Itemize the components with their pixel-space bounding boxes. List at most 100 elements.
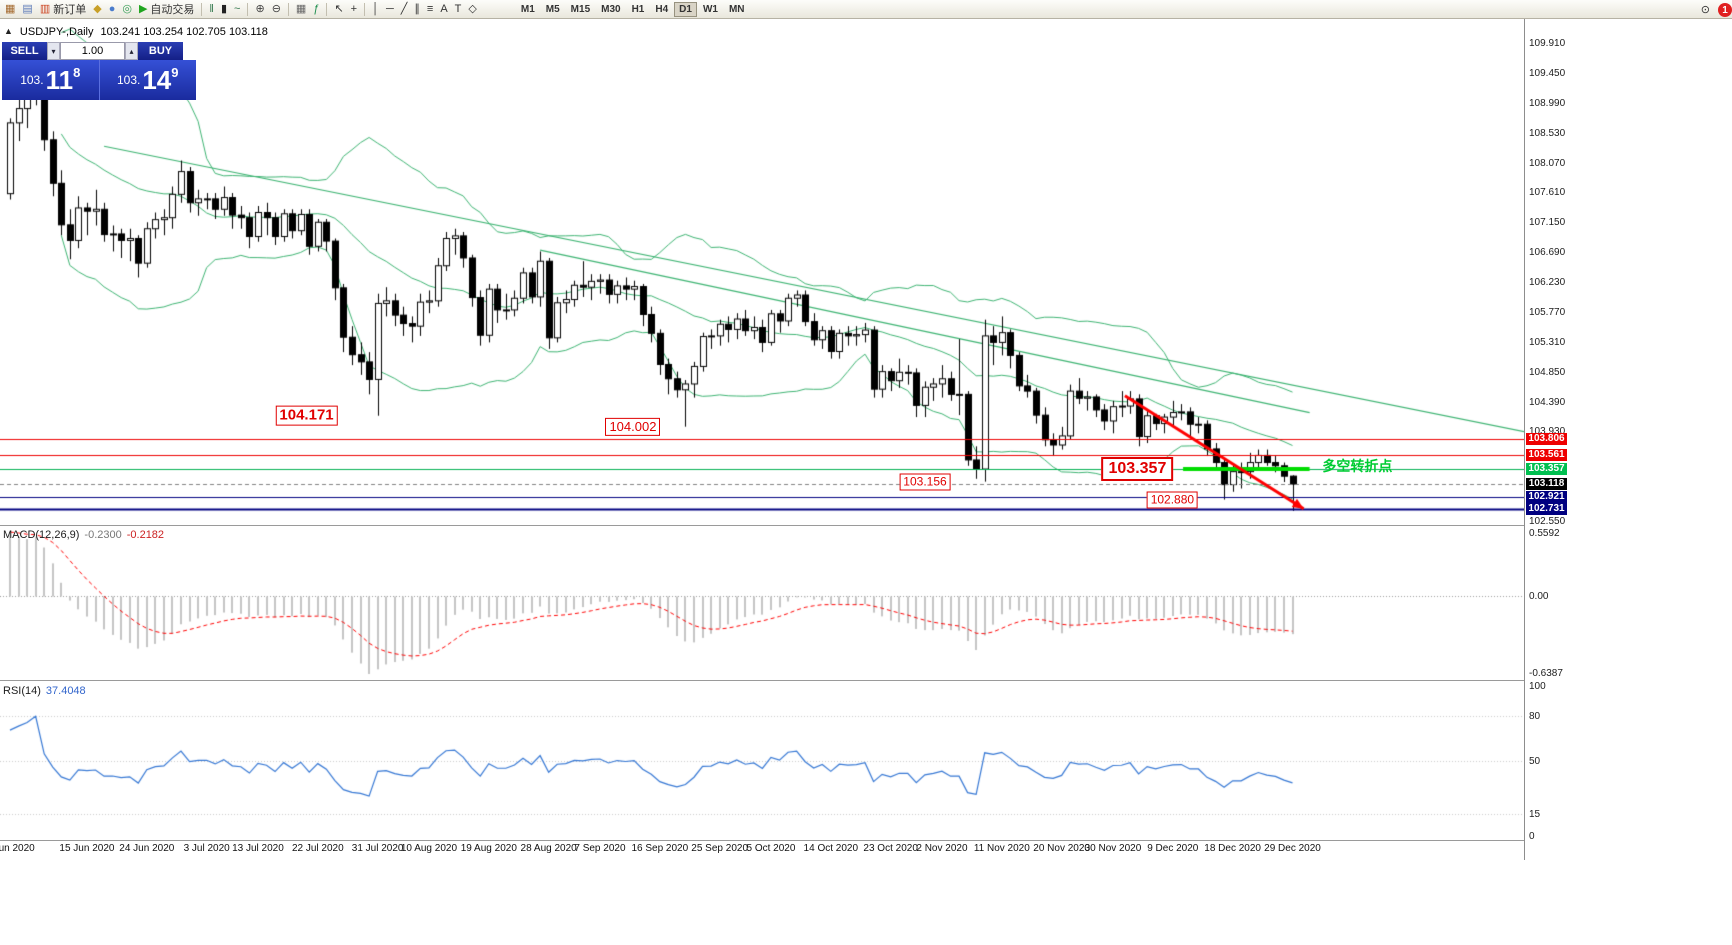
label-icon-icon: T <box>454 3 462 15</box>
market-watch-icon-icon: ◆ <box>93 3 102 15</box>
price-label-103-357[interactable]: 103.357 <box>1101 456 1174 481</box>
pivot-annotation-text[interactable]: 多空转折点 <box>1322 458 1393 475</box>
timeframe-h1-button[interactable]: H1 <box>631 3 645 15</box>
sell-button[interactable]: SELL <box>2 42 47 60</box>
date-tick: 11 Nov 2020 <box>973 843 1030 854</box>
date-tick: 25 Sep 2020 <box>691 843 748 854</box>
volume-input[interactable] <box>60 42 125 60</box>
line-chart-mode-icon[interactable]: ~ <box>231 1 243 17</box>
indicators-icon-icon: ƒ <box>313 3 320 15</box>
price-flag: 103.806 <box>1526 433 1567 446</box>
price-tick: 109.450 <box>1529 67 1566 79</box>
price-tick: 103.930 <box>1529 426 1566 438</box>
timeframe-h4-button[interactable]: H4 <box>655 3 669 15</box>
notification-badge[interactable]: 1 <box>1718 3 1732 17</box>
price-axis[interactable]: 109.910 109.450 108.990 108.530 108.070 107.6… <box>1524 19 1568 860</box>
toolbar-items: ▦ ▤ ▥ 新订单 ◆ ● ◎ ▶ 自动交易 ‖ ▮ ~ ⊕ ⊖ ▦ ƒ ↖ + │ ─ ╱ ∥ ≡ A T ◇ M1 M5 M15 M3… <box>2 1 750 17</box>
rsi-scale-50: 50 <box>1529 756 1541 767</box>
line-chart-mode-icon-icon: ~ <box>234 3 241 15</box>
shapes-icon[interactable]: ◇ <box>465 1 479 17</box>
tile-windows-icon[interactable]: ▦ <box>293 1 309 17</box>
price-label-103-156[interactable]: 103.156 <box>899 473 951 491</box>
pane-separator[interactable] <box>0 840 1568 841</box>
fibonacci-icon[interactable]: ≡ <box>424 1 436 17</box>
buy-button[interactable]: BUY <box>138 42 183 60</box>
timeframe-d1-button[interactable]: D1 <box>674 1 697 17</box>
crosshair-icon[interactable]: + <box>348 1 360 17</box>
text-icon[interactable]: A <box>437 1 450 17</box>
zoom-in-icon-icon: ⊕ <box>255 3 265 15</box>
price-tick: 108.070 <box>1529 157 1566 169</box>
macd-scale-zero: 0.00 <box>1529 590 1549 602</box>
new-chart-icon[interactable]: ▦ <box>2 1 18 17</box>
trendline-icon-icon: ╱ <box>400 3 408 15</box>
symbol-info-bar: ▲ USDJPY-,Daily 103.241 103.254 102.705 … <box>4 26 268 38</box>
channel-icon-icon: ∥ <box>414 3 420 15</box>
date-tick: 30 Nov 2020 <box>1084 843 1142 854</box>
search-icon[interactable]: ⊙ <box>1698 2 1713 18</box>
market-watch-icon[interactable]: ◆ <box>90 1 104 17</box>
zoom-out-icon[interactable]: ⊖ <box>269 1 284 17</box>
timeframe-m15-button[interactable]: M15 <box>570 3 591 15</box>
chart-profiles-icon[interactable]: ▤ <box>19 1 35 17</box>
panel-collapse-icon[interactable]: ▲ <box>4 26 13 36</box>
magnifier-glyph: ⊙ <box>1700 4 1710 16</box>
zoom-in-icon[interactable]: ⊕ <box>252 1 267 17</box>
zoom-out-icon-icon: ⊖ <box>271 3 281 15</box>
price-flag: 103.118 <box>1526 478 1567 491</box>
symbol-ohlc: 103.241 103.254 102.705 103.118 <box>100 26 268 38</box>
channel-icon[interactable]: ∥ <box>411 1 423 17</box>
date-tick: 9 Dec 2020 <box>1147 843 1199 854</box>
date-tick: 23 Oct 2020 <box>863 843 918 854</box>
volume-decrease-stepper[interactable]: ▾ <box>47 42 60 60</box>
rsi-pane-canvas[interactable] <box>0 682 1524 840</box>
macd-main-value: -0.2300 <box>84 529 122 541</box>
vertical-line-icon[interactable]: │ <box>369 1 382 17</box>
timeframe-w1-button[interactable]: W1 <box>702 3 718 15</box>
data-window-icon[interactable]: ● <box>106 1 119 17</box>
pane-separator[interactable] <box>0 525 1568 526</box>
candlestick-mode-icon-icon: ▮ <box>220 3 228 15</box>
buy-price-area[interactable]: 103. 14 9 <box>100 60 197 100</box>
auto-trading-button[interactable]: ▶ 自动交易 <box>136 1 197 17</box>
new-order-button[interactable]: ▥ 新订单 <box>37 1 89 17</box>
time-axis[interactable]: 2 Jun 2020 15 Jun 2020 24 Jun 2020 3 Jul 20… <box>0 842 1524 858</box>
horizontal-line-icon[interactable]: ─ <box>383 1 397 17</box>
label-icon[interactable]: T <box>452 1 465 17</box>
price-label-104-002[interactable]: 104.002 <box>605 417 661 436</box>
bar-chart-mode-icon[interactable]: ‖ <box>206 1 217 17</box>
date-tick: 5 Oct 2020 <box>746 843 796 854</box>
price-tick: 102.550 <box>1529 516 1566 527</box>
indicators-icon[interactable]: ƒ <box>310 1 322 17</box>
timeframe-mn-button[interactable]: MN <box>728 3 745 15</box>
price-label-104-171[interactable]: 104.171 <box>275 405 338 427</box>
date-tick: 16 Sep 2020 <box>631 843 689 854</box>
macd-scale-bottom: -0.6387 <box>1529 668 1563 679</box>
volume-increase-stepper[interactable]: ▴ <box>125 42 138 60</box>
trendline-icon[interactable]: ╱ <box>398 1 411 17</box>
macd-pane-canvas[interactable] <box>0 526 1524 680</box>
timeframe-m5-button[interactable]: M5 <box>545 3 560 15</box>
cursor-icon[interactable]: ↖ <box>331 1 346 17</box>
sell-price-area[interactable]: 103. 11 8 <box>2 60 99 100</box>
navigator-icon-icon: ◎ <box>122 3 132 15</box>
price-tick: 109.910 <box>1529 38 1566 49</box>
new-order-button-label: 新订单 <box>53 4 87 16</box>
price-divider <box>98 60 100 100</box>
timeframe-m30-button[interactable]: M30 <box>601 3 621 15</box>
macd-indicator-label: MACD(12,26,9) -0.2300 -0.2182 <box>3 529 164 541</box>
price-tick: 105.310 <box>1529 336 1566 348</box>
pane-separator[interactable] <box>0 680 1568 681</box>
candlestick-mode-icon[interactable]: ▮ <box>218 1 230 17</box>
rsi-indicator-label: RSI(14) 37.4048 <box>3 685 86 697</box>
price-chart-canvas[interactable] <box>0 19 1524 525</box>
macd-name: MACD(12,26,9) <box>3 529 80 541</box>
price-label-102-880[interactable]: 102.880 <box>1146 491 1199 509</box>
text-icon-icon: A <box>440 3 448 15</box>
timeframe-m1-button[interactable]: M1 <box>520 3 535 15</box>
horizontal-line-icon-icon: ─ <box>385 3 394 15</box>
navigator-icon[interactable]: ◎ <box>119 1 135 17</box>
price-tick: 104.390 <box>1529 396 1566 408</box>
toolbar-separator <box>326 2 328 16</box>
date-tick: 19 Aug 2020 <box>460 843 517 854</box>
